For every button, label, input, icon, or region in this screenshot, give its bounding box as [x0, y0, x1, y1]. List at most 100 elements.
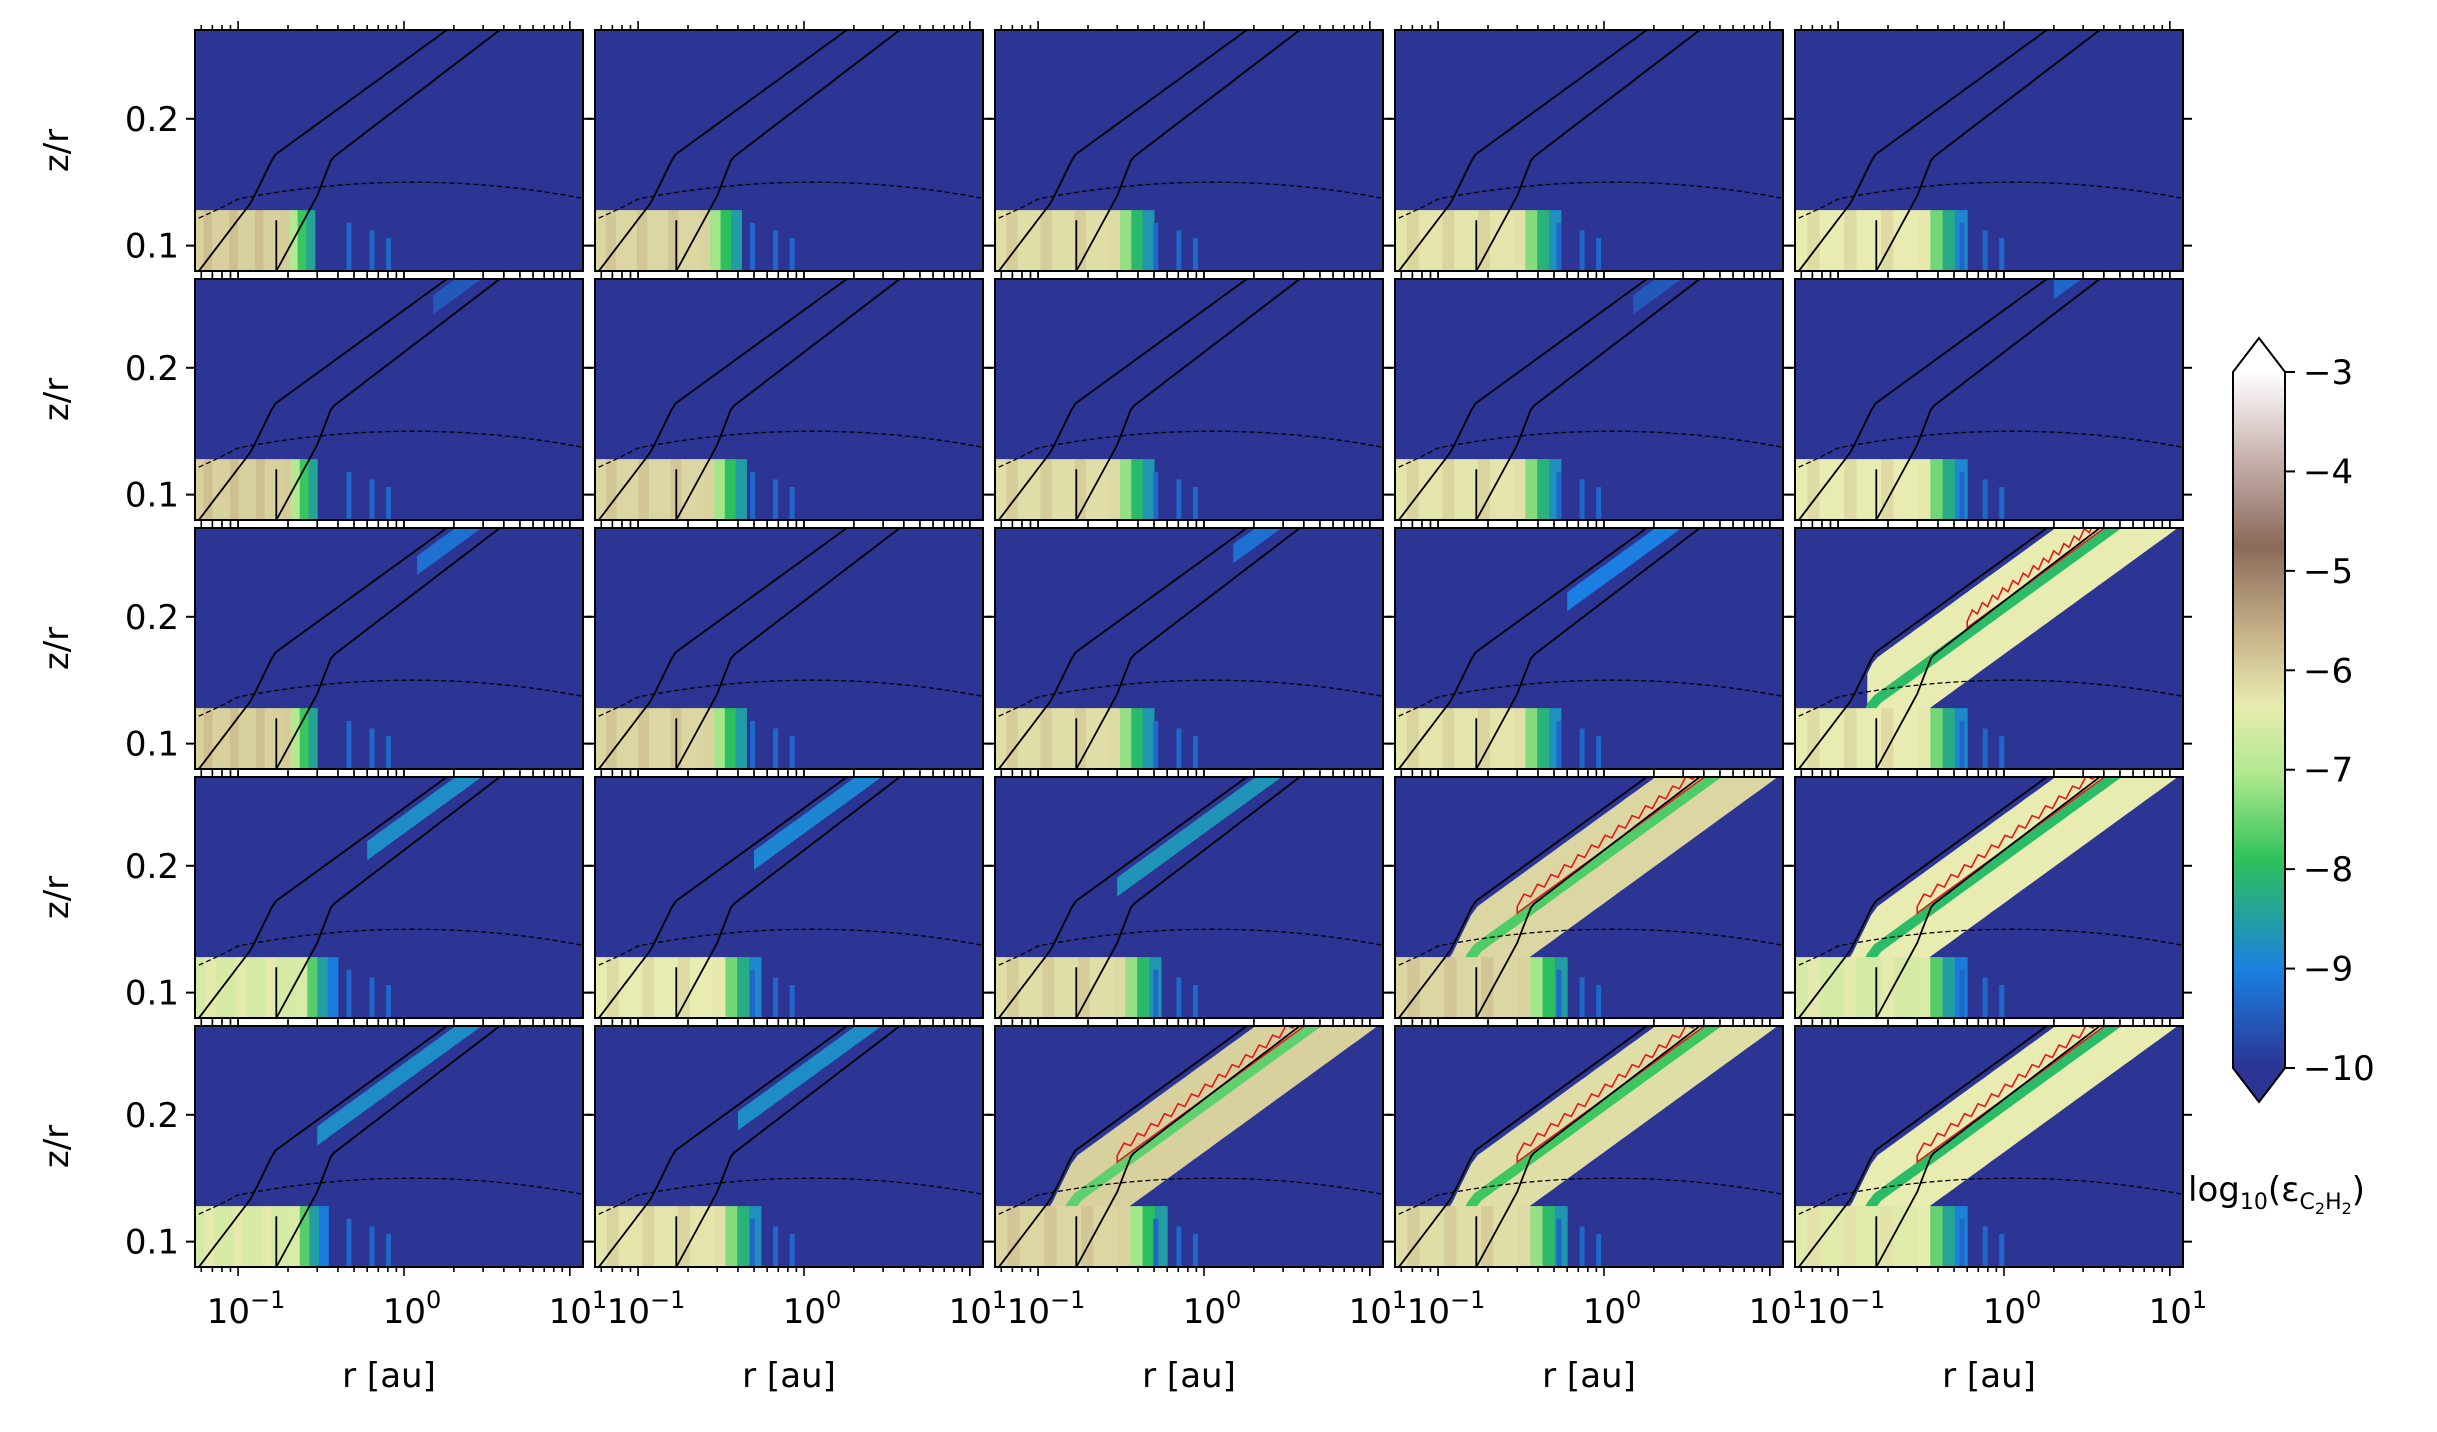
outer-streak	[1579, 230, 1585, 271]
x-tick-label: 100	[1583, 1286, 1642, 1332]
inner-abundance-cell	[1930, 957, 1944, 1018]
inner-abundance-cell	[223, 1206, 234, 1267]
inner-abundance-cell	[659, 708, 672, 769]
inner-abundance-cell	[1856, 1206, 1870, 1267]
inner-abundance-cell	[247, 708, 257, 769]
inner-solid-curve	[1398, 30, 1649, 271]
outer-streak	[1192, 1234, 1198, 1267]
panel-frame	[194, 29, 584, 272]
x-axis-label: r [au]	[1142, 1356, 1236, 1396]
inner-abundance-cell	[1831, 957, 1845, 1018]
inner-abundance-cell	[1395, 708, 1408, 769]
outer-streak	[773, 977, 779, 1018]
colorbar-tick-label: −3	[2303, 353, 2353, 393]
inner-abundance-cell	[595, 459, 607, 520]
inner-abundance-cell	[1101, 957, 1114, 1018]
outer-streak	[1176, 977, 1182, 1018]
outer-streak	[1982, 977, 1988, 1018]
inner-abundance-cell	[1006, 708, 1019, 769]
inner-abundance-cell	[1807, 459, 1821, 520]
inner-abundance-cell	[710, 210, 722, 271]
inner-abundance-cell	[731, 210, 742, 271]
inner-abundance-cell	[654, 1206, 667, 1267]
outer-streak	[1192, 736, 1198, 769]
inner-solid-curve	[1798, 279, 2049, 520]
outer-streak	[1596, 736, 1602, 769]
inner-abundance-cell	[203, 459, 213, 520]
inner-abundance-cell	[720, 210, 732, 271]
inner-abundance-cell	[1530, 1206, 1544, 1267]
x-axis-label: r [au]	[1942, 1356, 2036, 1396]
upper-abundance-layer	[417, 528, 482, 575]
dashed-curve	[198, 928, 583, 966]
inner-abundance-cell	[1917, 210, 1931, 271]
outer-streak	[1959, 222, 1965, 271]
inner-abundance-cell	[214, 1206, 225, 1267]
panel-r4-c4: 10−1 100 101 r [au]	[1786, 1017, 2207, 1396]
inner-abundance-cell	[1006, 459, 1019, 520]
y-axis-label: z/r	[37, 378, 77, 421]
outer-streak	[1192, 238, 1198, 271]
x-tick-label: 10−1	[607, 1286, 686, 1332]
outer-streak	[749, 222, 755, 271]
outer-streak	[1153, 222, 1159, 271]
y-axis-label: z/r	[37, 876, 77, 919]
dashed-curve	[598, 928, 983, 966]
panel-frame	[1394, 776, 1784, 1019]
inner-abundance-cell	[1044, 1206, 1057, 1267]
panel-frame	[194, 1025, 584, 1268]
upper-abundance-layer	[1567, 528, 1682, 612]
inner-abundance-cell	[1051, 459, 1064, 520]
inner-abundance-cell	[1501, 210, 1514, 271]
inner-abundance-cell	[1117, 1206, 1131, 1267]
inner-abundance-cell	[1893, 708, 1907, 769]
upper-layer-ridge	[1862, 528, 2122, 718]
inner-abundance-cell	[1905, 459, 1919, 520]
inner-abundance-cell	[1454, 459, 1467, 520]
colorbar-tick-label: −10	[2303, 1049, 2375, 1089]
inner-abundance-cell	[1930, 1206, 1944, 1267]
inner-abundance-cell	[618, 957, 632, 1018]
inner-abundance-cell	[1807, 708, 1821, 769]
panel-r1-c1	[586, 270, 992, 529]
inner-abundance-cell	[605, 708, 618, 769]
inner-abundance-cell	[264, 459, 275, 520]
inner-abundance-cell	[1856, 957, 1870, 1018]
inner-abundance-cell	[1831, 459, 1845, 520]
dashed-curve	[598, 181, 983, 219]
outer-streak	[1959, 969, 1965, 1018]
inner-abundance-cell	[1406, 210, 1420, 271]
inner-abundance-cell	[735, 459, 747, 520]
inner-solid-curve	[1398, 528, 1649, 769]
outer-streak	[1579, 1226, 1585, 1267]
panel-frame	[994, 527, 1384, 770]
inner-abundance-cell	[1125, 957, 1138, 1018]
inner-abundance-cell	[725, 957, 738, 1018]
inner-abundance-cell	[1442, 708, 1455, 769]
outer-streak	[1192, 487, 1198, 520]
outer-streak	[1999, 238, 2005, 271]
inner-abundance-cell	[212, 210, 222, 271]
inner-abundance-cell	[1029, 459, 1041, 520]
inner-abundance-cell	[1142, 708, 1155, 769]
panel-r4-c3: 10−1 100 101 r [au]	[1386, 1017, 1807, 1396]
inner-abundance-cell	[212, 459, 222, 520]
outer-streak	[1153, 471, 1159, 520]
panel-r0-c4	[1786, 21, 2192, 280]
inner-abundance-cell	[1542, 957, 1556, 1018]
panel-frame	[1794, 527, 2184, 770]
outer-solid-curve	[275, 1026, 502, 1267]
inner-abundance-cell	[195, 708, 205, 769]
outer-streak	[749, 720, 755, 769]
inner-abundance-cell	[995, 708, 1007, 769]
outer-streak	[346, 222, 352, 271]
inner-abundance-cell	[1456, 957, 1470, 1018]
inner-abundance-cell	[666, 957, 679, 1018]
inner-abundance-cell	[1430, 210, 1443, 271]
colorbar-label: log10(εC2H2)	[2188, 1170, 2365, 1218]
x-tick-label: 101	[949, 1286, 1008, 1332]
outer-streak	[1596, 985, 1602, 1018]
inner-abundance-cell	[1077, 957, 1091, 1018]
inner-abundance-cell	[1018, 957, 1032, 1018]
inner-abundance-cell	[737, 957, 750, 1018]
